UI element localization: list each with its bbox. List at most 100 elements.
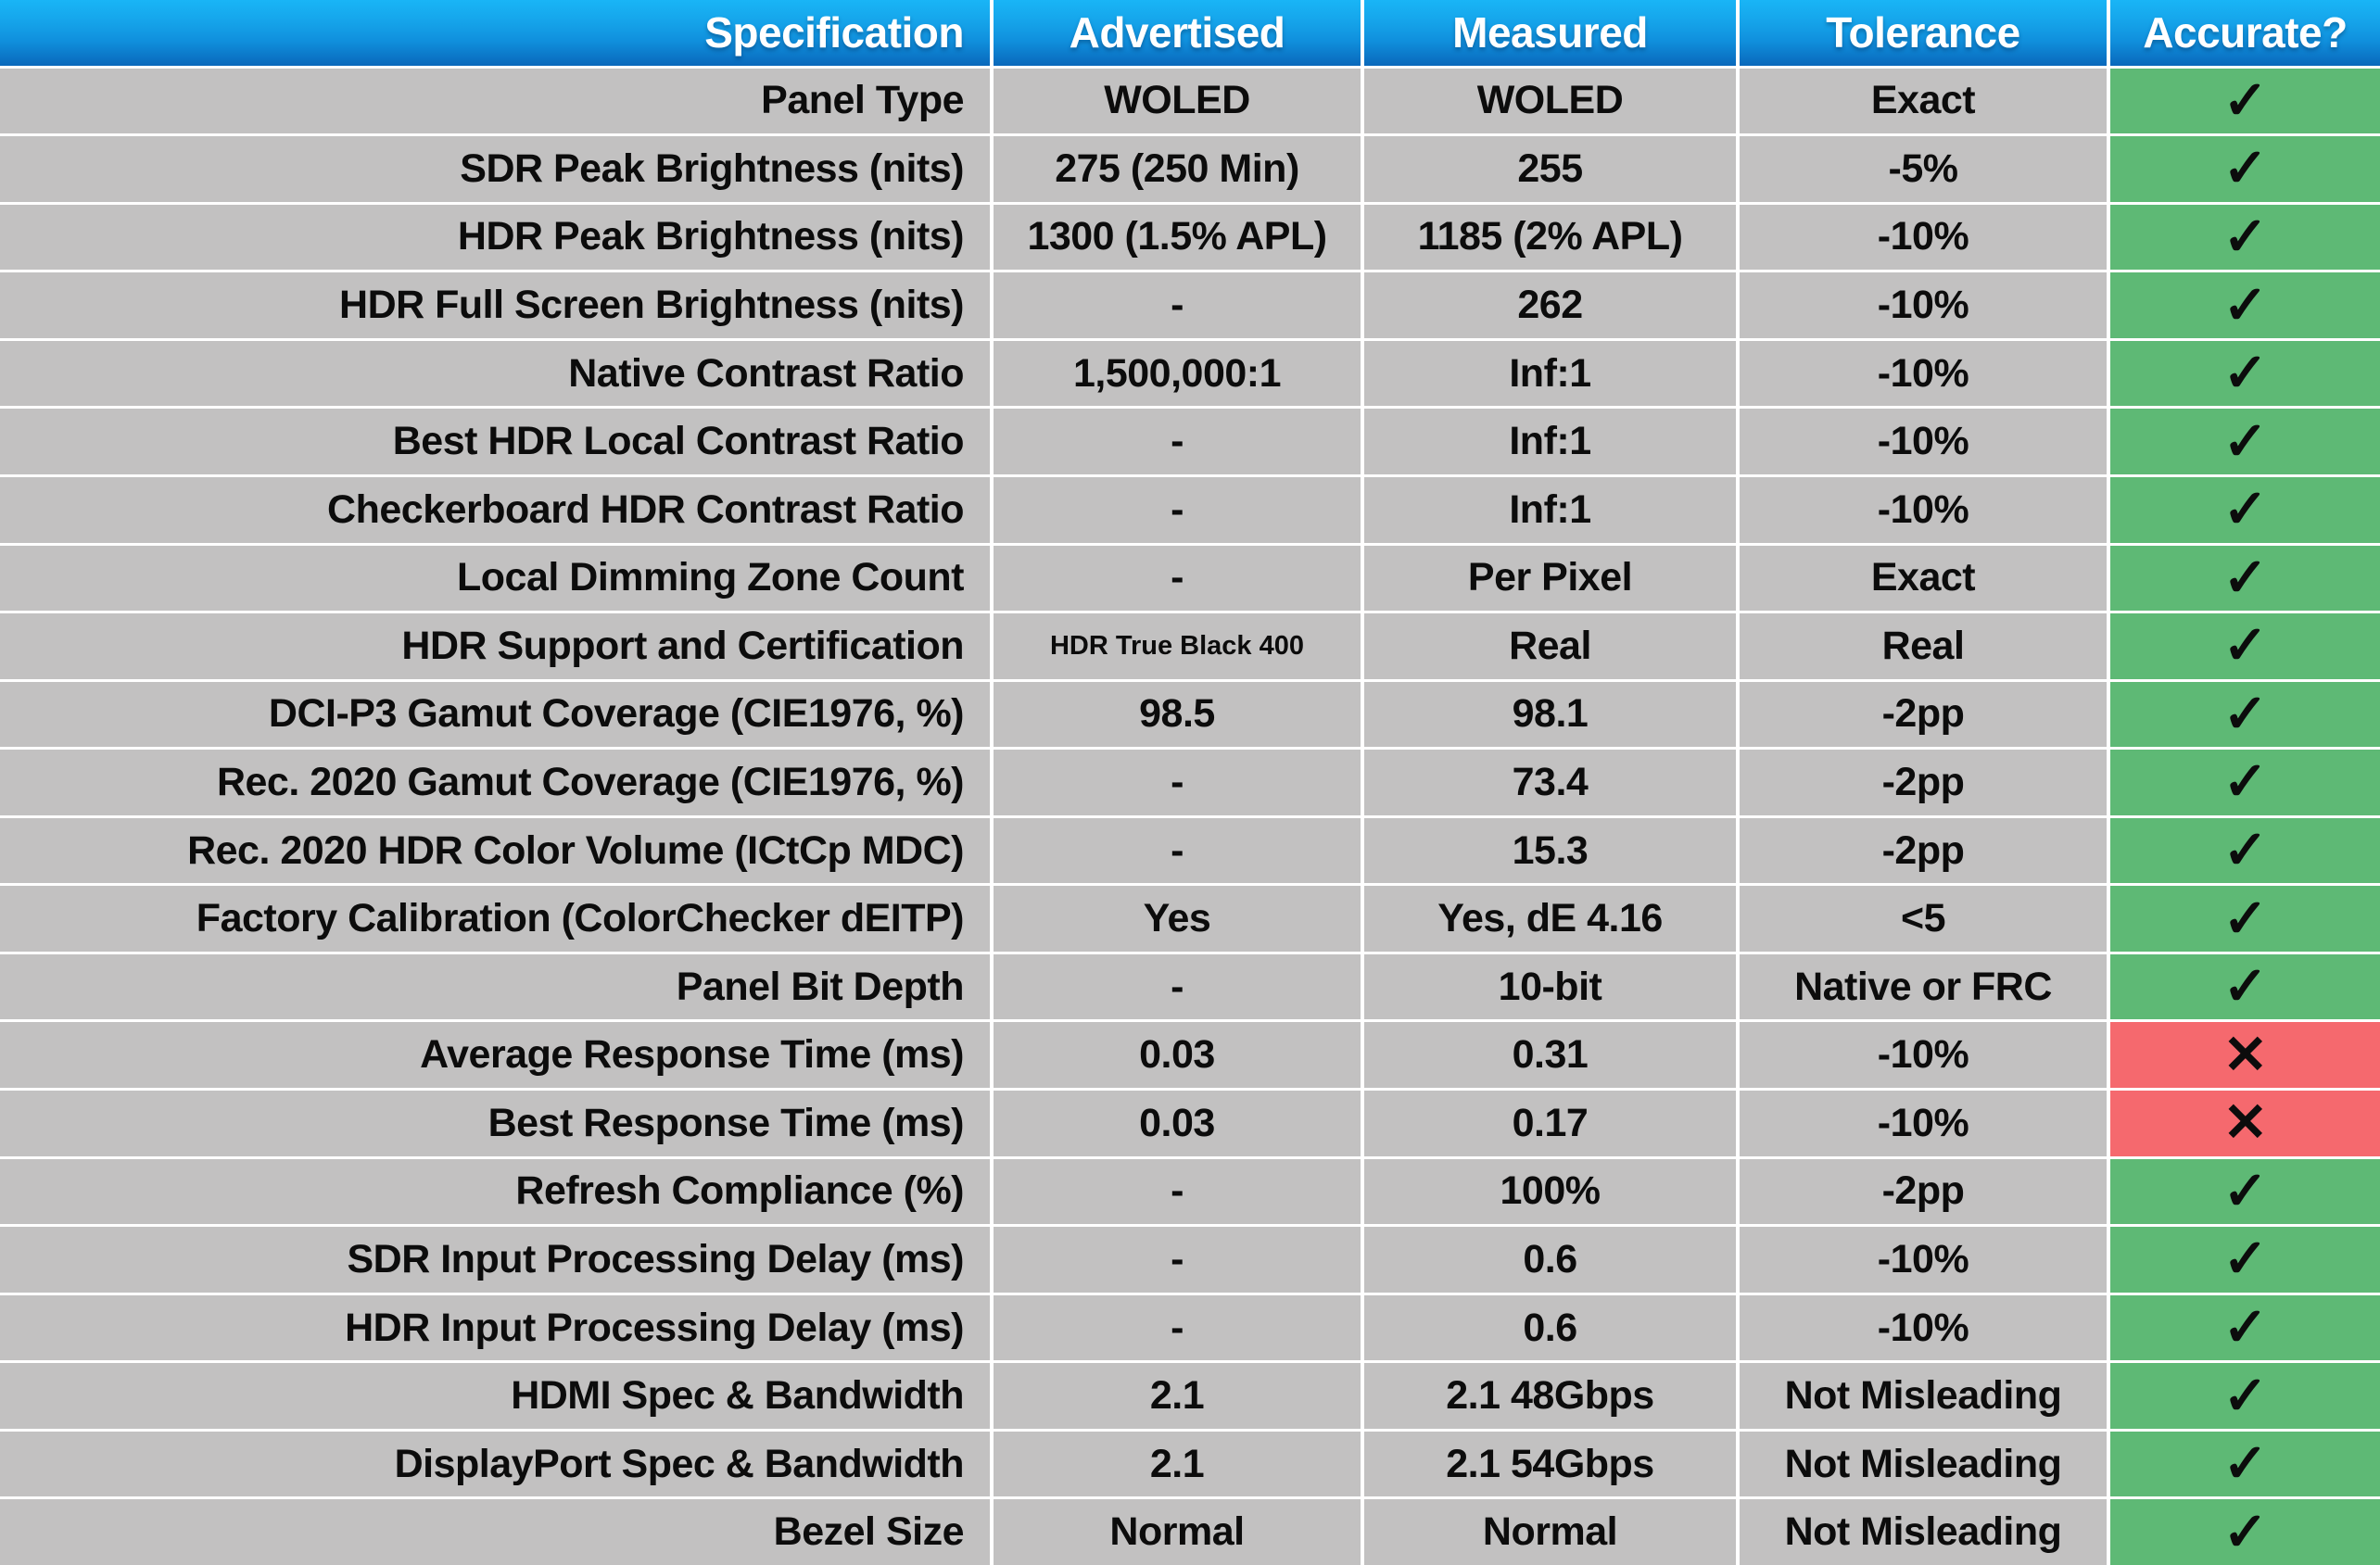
accuracy-cell: ✓ (2110, 886, 2380, 952)
measured-value: Inf:1 (1364, 340, 1736, 407)
column-header-accurate: Accurate? (2110, 0, 2380, 66)
accuracy-cell: ✓ (2110, 476, 2380, 543)
accuracy-cell: ✓ (2110, 750, 2380, 815)
measured-value: 262 (1364, 272, 1736, 338)
advertised-value: 2.1 (994, 1431, 1361, 1497)
advertised-value: - (994, 817, 1361, 884)
measured-value: 0.31 (1364, 1022, 1736, 1089)
measured-value: 0.17 (1364, 1091, 1736, 1156)
spec-label: SDR Peak Brightness (nits) (0, 136, 990, 202)
advertised-value: Yes (994, 886, 1361, 952)
measured-value: 98.1 (1364, 681, 1736, 748)
accuracy-cell: ✓ (2110, 1227, 2380, 1293)
tolerance-value: -10% (1740, 340, 2107, 407)
tolerance-value: Exact (1740, 68, 2107, 134)
column-header-tolerance: Tolerance (1740, 0, 2107, 66)
measured-value: 73.4 (1364, 750, 1736, 815)
tolerance-value: -10% (1740, 272, 2107, 338)
measured-value: 2.1 48Gbps (1364, 1363, 1736, 1429)
spec-label: Checkerboard HDR Contrast Ratio (0, 476, 990, 543)
accuracy-cell: ✓ (2110, 68, 2380, 134)
advertised-value: HDR True Black 400 (994, 613, 1361, 679)
tolerance-value: -2pp (1740, 681, 2107, 748)
tolerance-value: Not Misleading (1740, 1499, 2107, 1565)
advertised-value: - (994, 750, 1361, 815)
measured-value: Real (1364, 613, 1736, 679)
check-icon: ✓ (2222, 888, 2268, 949)
tolerance-value: -10% (1740, 1022, 2107, 1089)
check-icon: ✓ (2222, 410, 2268, 472)
measured-value: 15.3 (1364, 817, 1736, 884)
tolerance-value: -2pp (1740, 750, 2107, 815)
check-icon: ✓ (2222, 479, 2268, 540)
measured-value: WOLED (1364, 68, 1736, 134)
spec-label: Average Response Time (ms) (0, 1022, 990, 1089)
tolerance-value: -10% (1740, 409, 2107, 474)
tolerance-value: -5% (1740, 136, 2107, 202)
advertised-value: - (994, 476, 1361, 543)
measured-value: 100% (1364, 1158, 1736, 1225)
measured-value: 255 (1364, 136, 1736, 202)
accuracy-cell: ✓ (2110, 1294, 2380, 1361)
tolerance-value: -10% (1740, 476, 2107, 543)
tolerance-value: Native or FRC (1740, 953, 2107, 1020)
measured-value: 0.6 (1364, 1227, 1736, 1293)
measured-value: Inf:1 (1364, 409, 1736, 474)
check-icon: ✓ (2222, 274, 2268, 335)
accuracy-cell: ✓ (2110, 1363, 2380, 1429)
tolerance-value: Exact (1740, 545, 2107, 612)
spec-label: Panel Type (0, 68, 990, 134)
tolerance-value: -10% (1740, 1227, 2107, 1293)
check-icon: ✓ (2222, 1433, 2268, 1495)
tolerance-value: Not Misleading (1740, 1363, 2107, 1429)
advertised-value: - (994, 953, 1361, 1020)
check-icon: ✓ (2222, 69, 2268, 131)
accuracy-cell: ✓ (2110, 681, 2380, 748)
accuracy-cell: ✓ (2110, 136, 2380, 202)
check-icon: ✓ (2222, 615, 2268, 676)
check-icon: ✓ (2222, 820, 2268, 881)
check-icon: ✓ (2222, 751, 2268, 813)
check-icon: ✓ (2222, 138, 2268, 199)
spec-label: Bezel Size (0, 1499, 990, 1565)
spec-label: Best Response Time (ms) (0, 1091, 990, 1156)
check-icon: ✓ (2222, 1501, 2268, 1562)
measured-value: Normal (1364, 1499, 1736, 1565)
column-header-measured: Measured (1364, 0, 1736, 66)
advertised-value: - (994, 1158, 1361, 1225)
x-icon: ✕ (2222, 1024, 2268, 1085)
accuracy-cell: ✓ (2110, 1499, 2380, 1565)
tolerance-value: <5 (1740, 886, 2107, 952)
measured-value: Per Pixel (1364, 545, 1736, 612)
check-icon: ✓ (2222, 547, 2268, 608)
spec-label: Rec. 2020 HDR Color Volume (ICtCp MDC) (0, 817, 990, 884)
accuracy-cell: ✕ (2110, 1091, 2380, 1156)
tolerance-value: Real (1740, 613, 2107, 679)
tolerance-value: -10% (1740, 1091, 2107, 1156)
accuracy-cell: ✓ (2110, 204, 2380, 271)
accuracy-cell: ✓ (2110, 272, 2380, 338)
advertised-value: 2.1 (994, 1363, 1361, 1429)
spec-label: HDR Peak Brightness (nits) (0, 204, 990, 271)
check-icon: ✓ (2222, 206, 2268, 267)
advertised-value: - (994, 409, 1361, 474)
spec-label: HDR Support and Certification (0, 613, 990, 679)
advertised-value: - (994, 545, 1361, 612)
check-icon: ✓ (2222, 1297, 2268, 1358)
tolerance-value: Not Misleading (1740, 1431, 2107, 1497)
spec-label: Rec. 2020 Gamut Coverage (CIE1976, %) (0, 750, 990, 815)
column-header-advertised: Advertised (994, 0, 1361, 66)
accuracy-cell: ✓ (2110, 409, 2380, 474)
tolerance-value: -2pp (1740, 817, 2107, 884)
spec-label: Factory Calibration (ColorChecker dEITP) (0, 886, 990, 952)
accuracy-cell: ✓ (2110, 953, 2380, 1020)
advertised-value: - (994, 1294, 1361, 1361)
measured-value: 2.1 54Gbps (1364, 1431, 1736, 1497)
accuracy-cell: ✓ (2110, 817, 2380, 884)
spec-label: HDR Full Screen Brightness (nits) (0, 272, 990, 338)
column-header-specification: Specification (0, 0, 990, 66)
tolerance-value: -2pp (1740, 1158, 2107, 1225)
advertised-value: 98.5 (994, 681, 1361, 748)
measured-value: 1185 (2% APL) (1364, 204, 1736, 271)
